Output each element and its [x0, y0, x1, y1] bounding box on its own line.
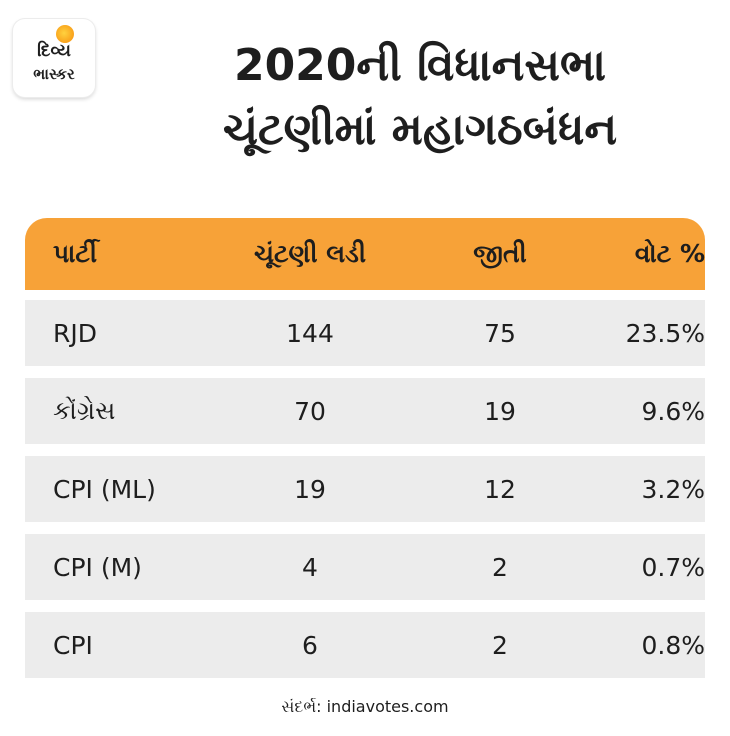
cell-vote-share: 9.6%	[641, 396, 705, 426]
title-line1: 2020ની વિધાનસભા	[233, 40, 607, 91]
source-credit: સંદર્ભ: indiavotes.com	[281, 697, 449, 716]
cell-contested: 70	[294, 396, 326, 426]
header-party: પાર્ટી	[53, 239, 98, 268]
logo-text-line1: દિવ્ય	[37, 41, 71, 61]
table-row: કોંગ્રેસ 70 19 9.6%	[25, 378, 705, 444]
cell-won: 19	[484, 396, 516, 426]
cell-vote-share: 3.2%	[641, 474, 705, 504]
cell-party: CPI (ML)	[53, 474, 156, 504]
page-title: 2020ની વિધાનસભા ચૂંટણીમાં મહાગઠબંધન	[120, 34, 720, 162]
title-line2: ચૂંટણીમાં મહાગઠબંધન	[222, 104, 618, 155]
cell-vote-share: 0.8%	[641, 630, 705, 660]
table-row: RJD 144 75 23.5%	[25, 300, 705, 366]
table-row: CPI (M) 4 2 0.7%	[25, 534, 705, 600]
cell-party: કોંગ્રેસ	[53, 396, 116, 425]
cell-contested: 19	[294, 474, 326, 504]
divya-bhaskar-logo: દિવ્ય ભાસ્કર	[13, 19, 95, 97]
cell-contested: 4	[302, 552, 318, 582]
cell-contested: 144	[286, 318, 334, 348]
sun-icon	[56, 25, 74, 43]
header-contested: ચૂંટણી લડી	[254, 239, 366, 268]
table-row: CPI (ML) 19 12 3.2%	[25, 456, 705, 522]
cell-won: 12	[484, 474, 516, 504]
logo-text-line2: ભાસ્કર	[33, 65, 75, 83]
cell-party: CPI	[53, 630, 93, 660]
cell-contested: 6	[302, 630, 318, 660]
cell-won: 2	[492, 552, 508, 582]
cell-won: 2	[492, 630, 508, 660]
cell-vote-share: 0.7%	[641, 552, 705, 582]
cell-party: RJD	[53, 318, 97, 348]
header-won: જીતી	[473, 239, 527, 268]
table-header: પાર્ટી ચૂંટણી લડી જીતી વોટ %	[25, 218, 705, 290]
table-row: CPI 6 2 0.8%	[25, 612, 705, 678]
cell-party: CPI (M)	[53, 552, 142, 582]
results-table: પાર્ટી ચૂંટણી લડી જીતી વોટ % RJD 144 75 …	[25, 218, 705, 678]
cell-won: 75	[484, 318, 516, 348]
cell-vote-share: 23.5%	[625, 318, 705, 348]
header-vote-share: વોટ %	[634, 239, 705, 268]
